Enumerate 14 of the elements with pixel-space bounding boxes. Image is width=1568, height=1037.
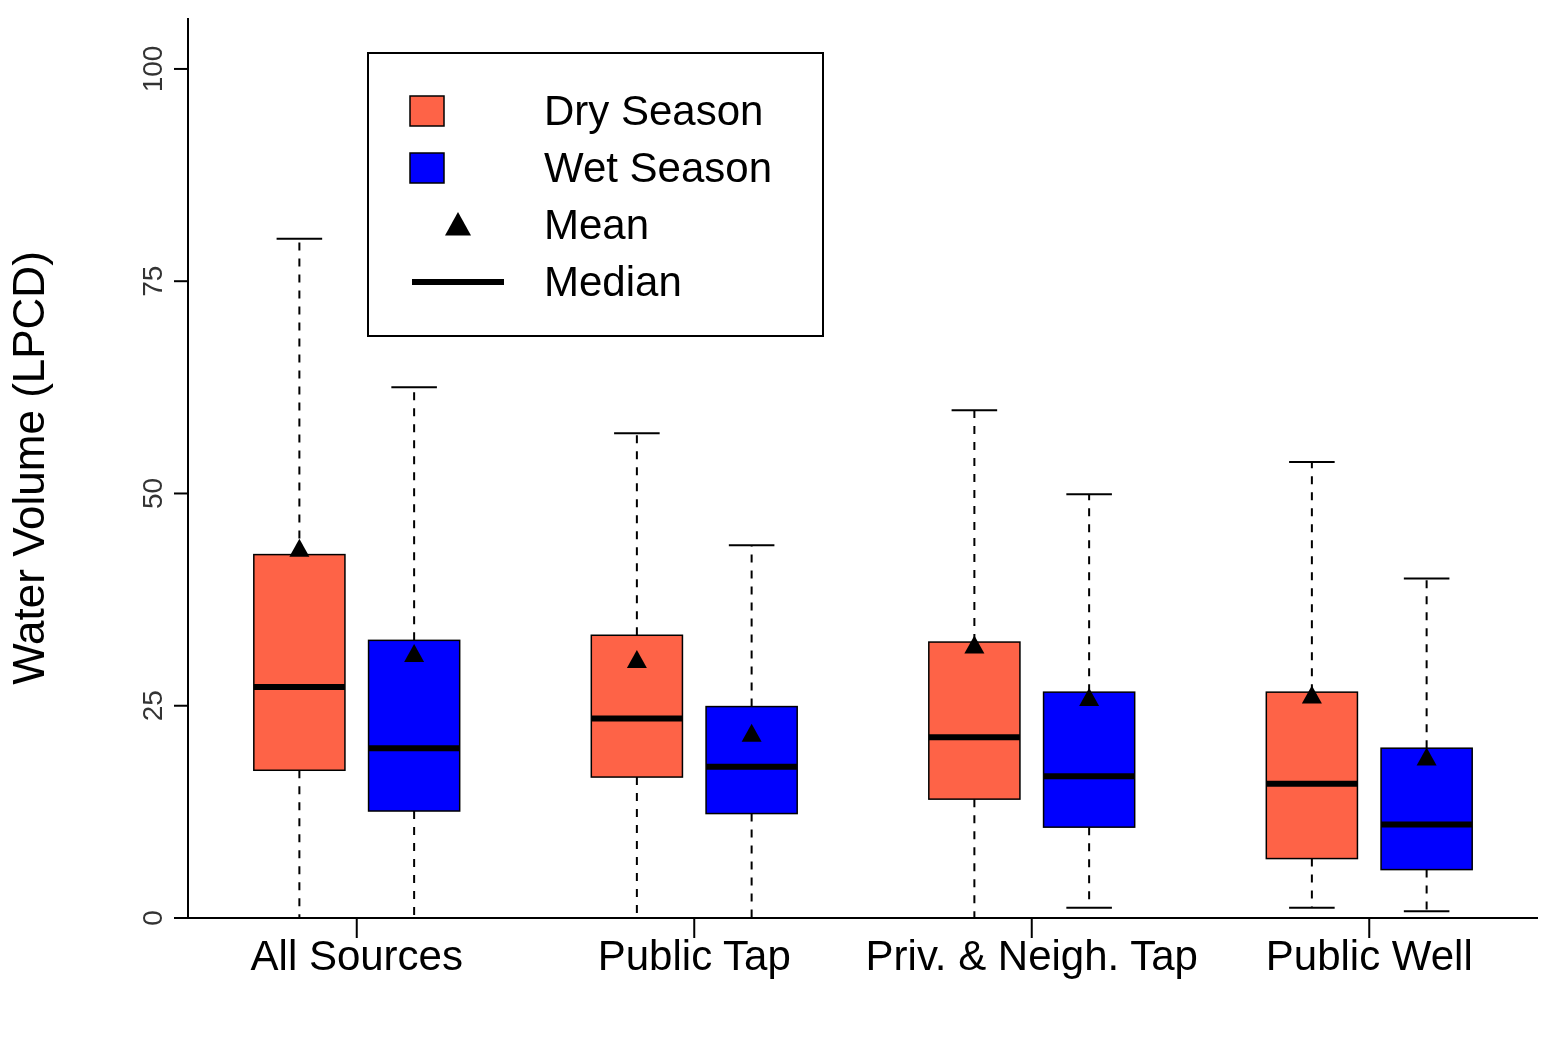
x-tick-label: Public Tap (597, 931, 791, 979)
y-tick-label: 50 (137, 477, 168, 510)
annotation: Mean (544, 201, 650, 248)
y-tick-label: 75 (137, 265, 168, 297)
x-tick-label: Public Well (1265, 931, 1473, 979)
y-axis-title: Water Volume (LPCD) (3, 251, 53, 685)
y-tick-label: 0 (137, 910, 168, 926)
legend-label: Dry Season (544, 87, 764, 134)
y-tick-label: 25 (137, 690, 168, 722)
x-tick-label: Priv. & Neigh. Tap (865, 931, 1198, 979)
x-tick-label: All Sources (250, 931, 463, 979)
legend-label: Wet Season (544, 144, 773, 191)
y-tick-label: 100 (137, 45, 168, 93)
annotation: Median (544, 258, 682, 305)
